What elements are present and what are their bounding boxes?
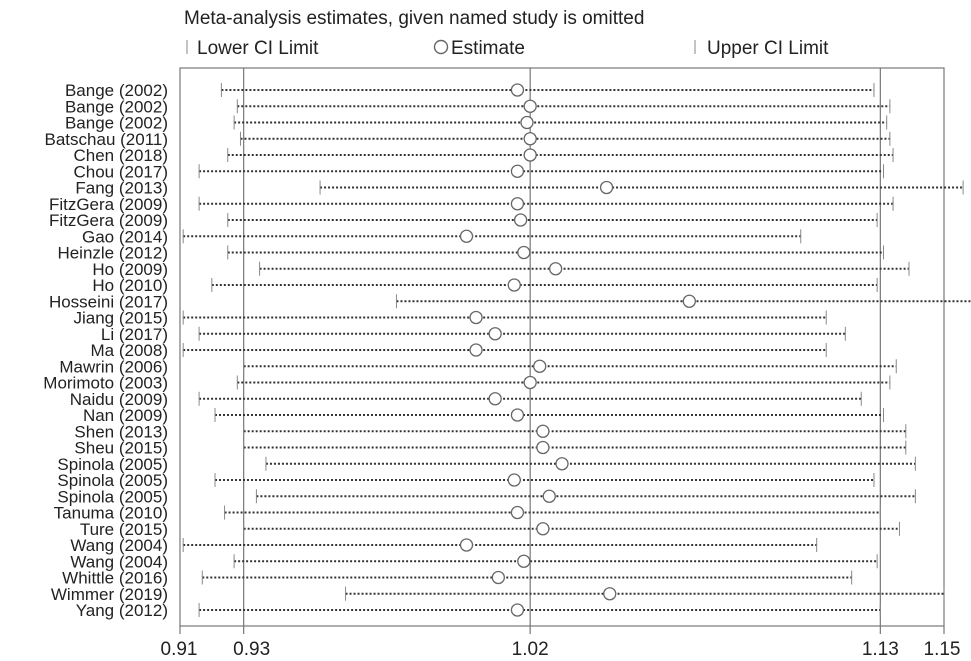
study-label: Gao (2014): [82, 227, 168, 246]
legend-upper-label: Upper CI Limit: [707, 38, 829, 59]
estimate-point: [548, 262, 563, 276]
estimate-point: [523, 148, 537, 162]
study-label: Mawrin (2006): [59, 357, 168, 376]
study-label: Morimoto (2003): [43, 374, 168, 393]
estimate-point: [510, 505, 525, 520]
study-label: Bange (2002): [65, 114, 168, 133]
study-label: Ture (2015): [80, 520, 168, 539]
estimate-point: [523, 99, 537, 113]
study-label: Nan (2009): [83, 406, 168, 425]
x-tick-label: 1.13: [862, 639, 899, 660]
study-label: Li (2017): [101, 325, 168, 344]
estimate-point: [542, 489, 556, 503]
estimate-point: [517, 245, 531, 260]
chart-title: Meta-analysis estimates, given named stu…: [184, 8, 644, 29]
study-label: Ho (2010): [92, 276, 168, 295]
study-label: Batschau (2011): [45, 130, 168, 149]
study-label: Whittle (2016): [62, 569, 168, 588]
study-label: Spinola (2005): [57, 455, 168, 474]
study-label: Spinola (2005): [57, 471, 168, 490]
x-tick-label: 0.91: [161, 639, 198, 660]
study-label: Spinola (2005): [57, 487, 168, 506]
study-label: Yang (2012): [76, 601, 168, 620]
study-label: Bange (2002): [65, 97, 168, 116]
estimate-point: [682, 294, 696, 308]
estimate-point: [510, 603, 525, 617]
study-label: Hosseini (2017): [49, 292, 168, 311]
estimate-point: [488, 392, 502, 406]
estimate-point: [523, 375, 537, 390]
study-label: Naidu (2009): [70, 390, 168, 409]
study-label: FitzGera (2009): [49, 211, 168, 230]
estimate-point: [507, 278, 521, 292]
reference-lines: [243, 68, 881, 626]
study-label: Chen (2018): [73, 146, 168, 165]
estimate-point: [488, 327, 502, 341]
study-label: Chou (2017): [73, 162, 168, 181]
estimate-point: [469, 343, 483, 357]
estimate-point: [491, 570, 505, 585]
estimate-point: [517, 554, 531, 568]
study-label: Heinzle (2012): [57, 244, 168, 263]
study-label: Ho (2009): [92, 260, 168, 279]
study-label: Wimmer (2019): [51, 585, 168, 604]
estimate-point: [513, 213, 528, 227]
estimate-point: [603, 587, 617, 601]
legend-lower-label: Lower CI Limit: [197, 38, 319, 59]
study-label: Sheu (2015): [74, 439, 168, 458]
estimate-point: [536, 522, 550, 536]
x-tick-label: 0.93: [233, 639, 270, 660]
estimate-point: [507, 473, 521, 487]
plot-frame: [179, 67, 945, 627]
legend: Lower CI Limit Estimate Upper CI Limit: [186, 38, 829, 59]
estimate-point: [536, 440, 550, 455]
estimate-point: [533, 359, 547, 373]
study-label: Bange (2002): [65, 81, 168, 100]
study-label: Wang (2004): [70, 552, 168, 571]
legend-estimate-label: Estimate: [451, 38, 525, 59]
study-rows: Bange (2002)Bange (2002)Bange (2002)Bats…: [43, 81, 971, 620]
study-label: Shen (2013): [74, 422, 168, 441]
x-axis-ticks: 0.91 0.93 1.02 1.13 1.15: [161, 626, 961, 660]
estimate-point: [510, 83, 525, 97]
study-label: Tanuma (2010): [54, 504, 168, 523]
estimate-point: [555, 457, 569, 471]
estimate-point: [510, 408, 525, 422]
study-label: Fang (2013): [75, 179, 168, 198]
legend-estimate-marker: [433, 39, 449, 55]
x-tick-label: 1.02: [512, 639, 549, 660]
estimate-point: [459, 538, 474, 552]
x-tick-label: 1.15: [924, 639, 961, 660]
study-label: FitzGera (2009): [49, 195, 168, 214]
estimate-point: [520, 115, 534, 130]
study-label: Wang (2004): [70, 536, 168, 555]
estimate-point: [469, 310, 483, 325]
estimate-point: [510, 164, 525, 178]
estimate-point: [510, 197, 525, 211]
estimate-point: [459, 229, 474, 243]
study-label: Ma (2008): [91, 341, 168, 360]
study-label: Jiang (2015): [73, 309, 168, 328]
estimate-point: [536, 424, 550, 438]
estimate-point: [599, 180, 614, 195]
estimate-point: [523, 132, 537, 146]
